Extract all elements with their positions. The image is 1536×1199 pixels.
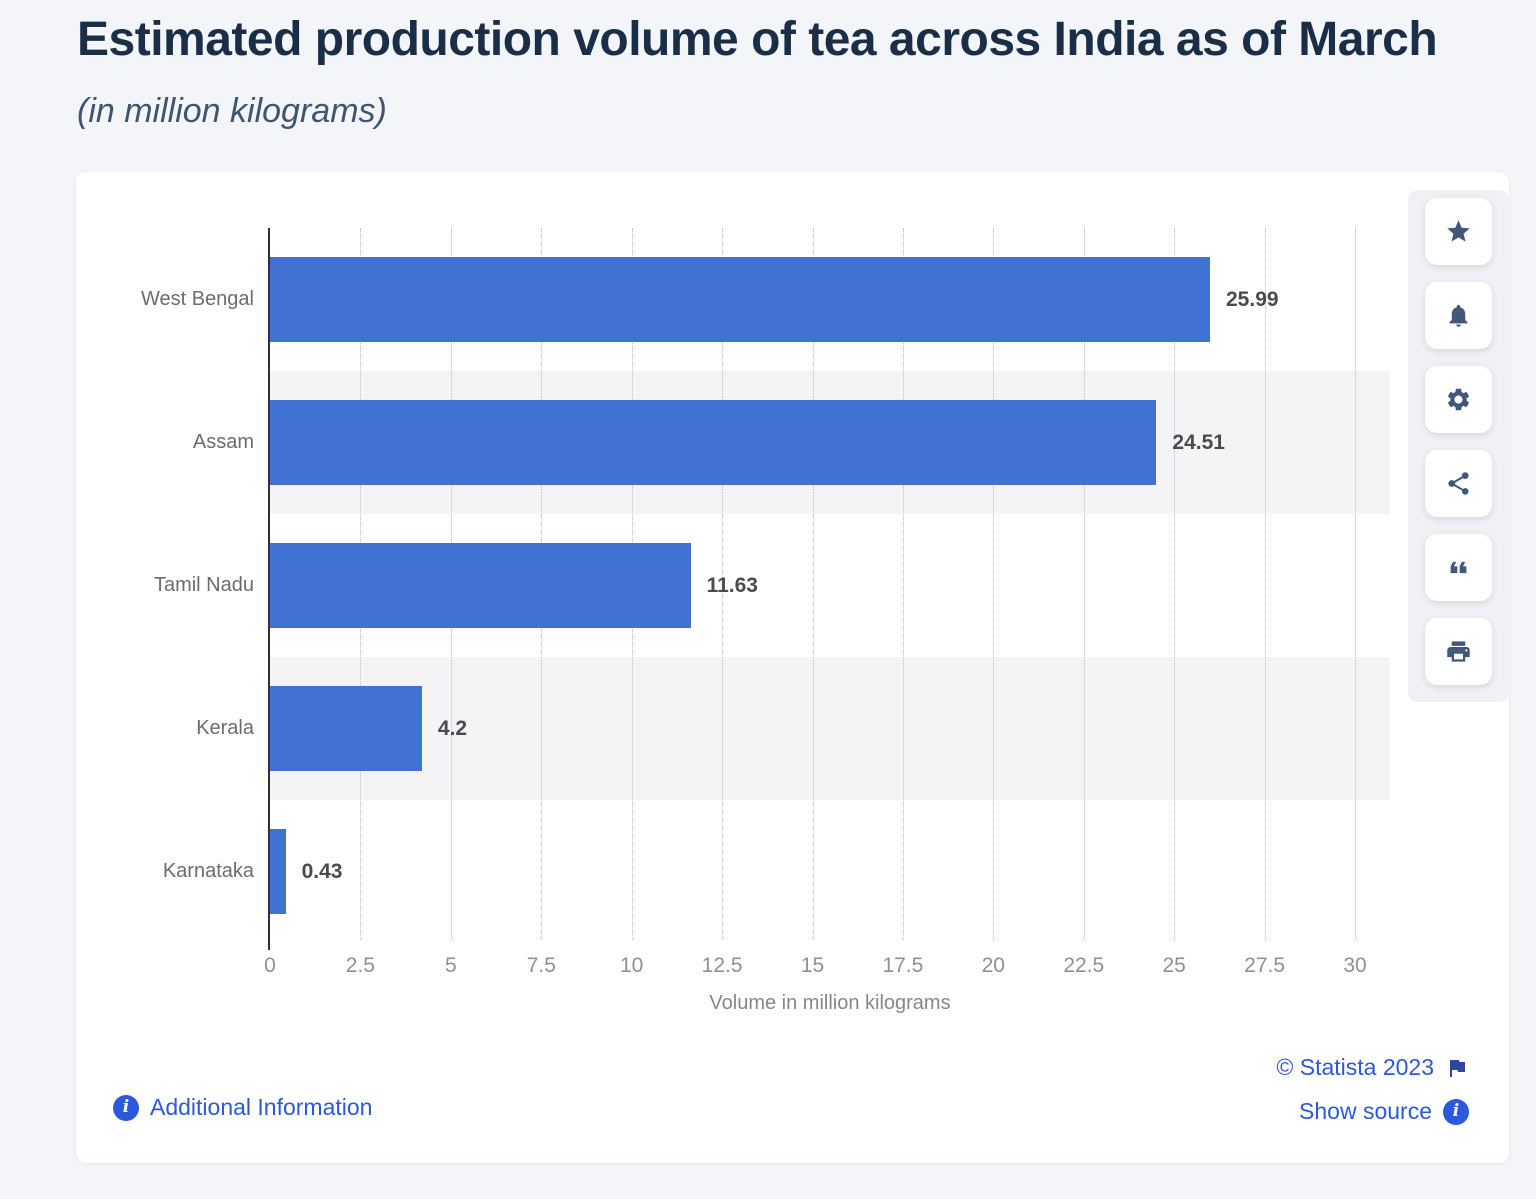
x-axis-title: Volume in million kilograms — [709, 992, 951, 1014]
chart-card: 25.99 24.51 11.63 4.2 0.43 West Bengal Assam T… — [76, 172, 1509, 1163]
bar-assam[interactable] — [270, 400, 1157, 485]
info-icon[interactable] — [1443, 1098, 1469, 1125]
value-label-west-bengal: 25.99 — [1226, 287, 1279, 311]
gridline-22.5 — [1083, 228, 1085, 940]
share-button[interactable] — [1425, 450, 1492, 517]
star-icon — [1445, 218, 1472, 245]
x-tick-22.5: 22.5 — [1063, 954, 1105, 977]
x-tick-30: 30 — [1343, 954, 1367, 977]
gridline-12.5 — [722, 228, 724, 940]
gear-icon — [1445, 386, 1472, 413]
favorite-button[interactable] — [1425, 198, 1492, 265]
print-icon — [1445, 638, 1472, 665]
category-label-kerala: Kerala — [196, 717, 254, 739]
bell-icon — [1445, 302, 1472, 329]
quote-icon — [1445, 554, 1472, 581]
additional-information-link[interactable]: Additional Information — [113, 1094, 372, 1121]
value-label-kerala: 4.2 — [437, 716, 468, 740]
x-tick-7.5: 7.5 — [526, 954, 556, 977]
value-label-assam: 24.51 — [1172, 430, 1225, 454]
x-tick-20: 20 — [981, 954, 1005, 977]
x-tick-25: 25 — [1162, 954, 1186, 977]
value-label-karnataka: 0.43 — [301, 859, 343, 883]
plot-area: 25.99 24.51 11.63 4.2 0.43 — [270, 228, 1390, 943]
share-icon — [1445, 470, 1472, 497]
category-label-karnataka: Karnataka — [162, 860, 254, 882]
gridline-17.5 — [902, 228, 904, 940]
citation-button[interactable] — [1425, 534, 1492, 601]
toolbar-rail — [1408, 190, 1509, 702]
bar-kerala[interactable] — [270, 686, 422, 771]
x-tick-27.5: 27.5 — [1244, 954, 1286, 977]
info-icon[interactable] — [113, 1094, 139, 1121]
category-label-tamil-nadu: Tamil Nadu — [153, 574, 254, 596]
x-tick-17.5: 17.5 — [882, 954, 924, 977]
chart-row-kerala: 4.2 — [270, 657, 1390, 800]
statista-copyright-link[interactable]: © Statista 2023 — [1276, 1054, 1469, 1081]
settings-button[interactable] — [1425, 366, 1492, 433]
gridline-15 — [812, 228, 814, 940]
x-tick-2.5: 2.5 — [345, 954, 375, 977]
bar-tamil-nadu[interactable] — [270, 543, 691, 628]
page-title: Estimated production volume of tea acros… — [77, 13, 1438, 66]
bar-karnataka[interactable] — [270, 829, 286, 914]
gridline-20 — [993, 228, 995, 940]
x-tick-15: 15 — [800, 954, 825, 977]
chart-row-west-bengal: 25.99 — [270, 228, 1390, 371]
x-tick-10: 10 — [620, 954, 644, 977]
notifications-button[interactable] — [1425, 282, 1492, 349]
copyright-label: © Statista 2023 — [1276, 1054, 1434, 1080]
show-source-link[interactable]: Show source — [1299, 1098, 1469, 1125]
chart-row-tamil-nadu: 11.63 — [270, 514, 1390, 657]
gridline-30 — [1355, 228, 1356, 940]
value-label-tamil-nadu: 11.63 — [706, 573, 758, 597]
category-label-west-bengal: West Bengal — [140, 288, 254, 310]
y-axis-line — [268, 228, 270, 950]
additional-information-label: Additional Information — [150, 1094, 373, 1120]
gridline-27.5 — [1264, 228, 1266, 940]
chart-row-karnataka: 0.43 — [270, 800, 1390, 943]
x-tick-0: 0 — [264, 954, 276, 977]
gridline-25 — [1174, 228, 1176, 940]
bar-west-bengal[interactable] — [270, 257, 1210, 342]
show-source-label: Show source — [1299, 1098, 1432, 1124]
x-tick-5: 5 — [444, 954, 457, 977]
x-tick-12.5: 12.5 — [701, 954, 743, 977]
flag-icon[interactable] — [1445, 1056, 1469, 1080]
print-button[interactable] — [1425, 618, 1492, 685]
category-label-assam: Assam — [192, 431, 254, 453]
page-subtitle: (in million kilograms) — [77, 92, 387, 130]
chart-row-assam: 24.51 — [270, 371, 1390, 514]
